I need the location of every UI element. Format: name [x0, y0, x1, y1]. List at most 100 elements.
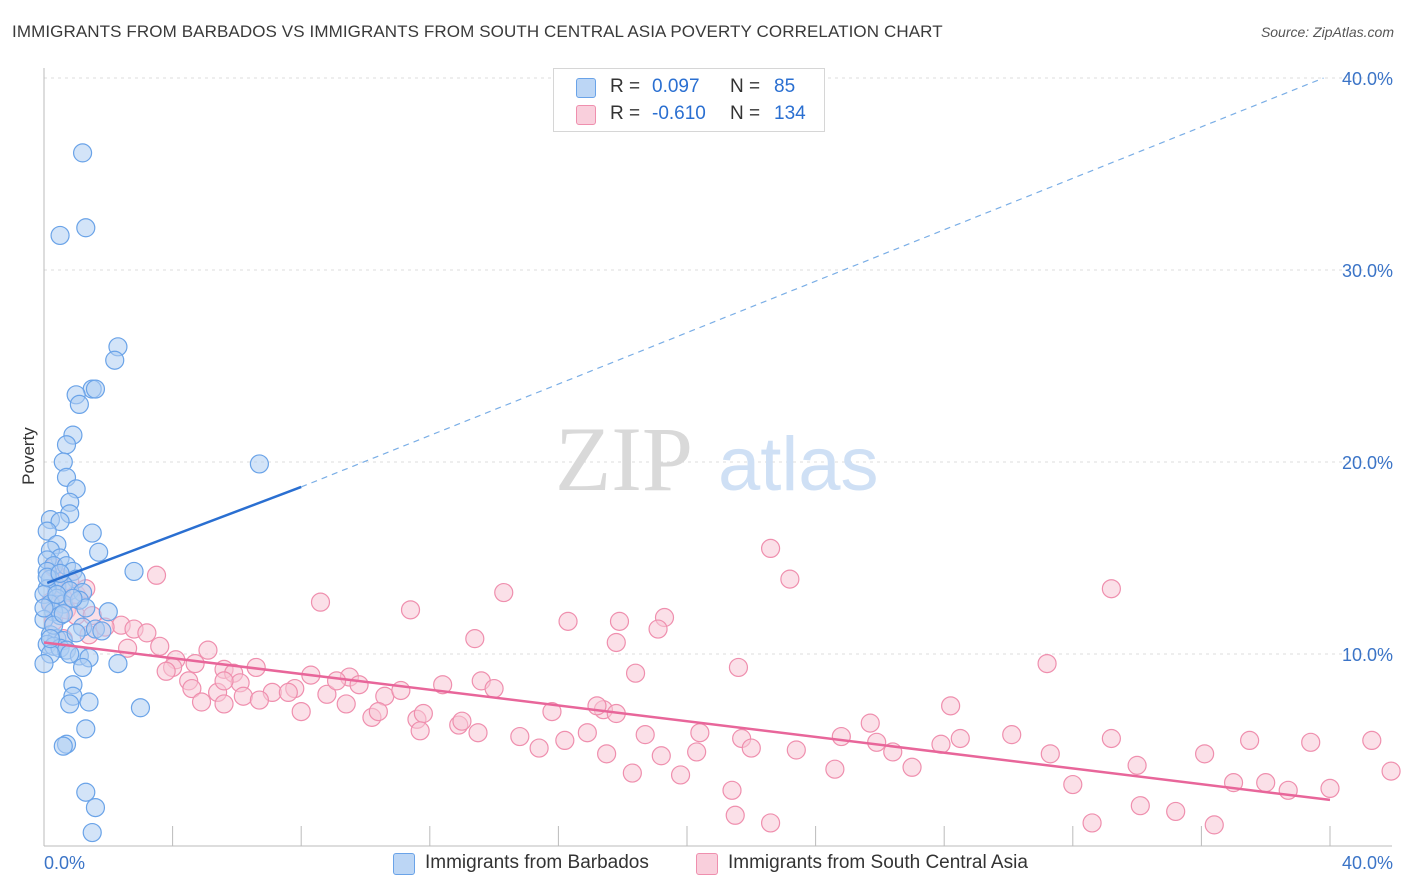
point-south-central-asia: [214, 671, 234, 691]
point-barbados: [124, 561, 144, 582]
point-south-central-asia: [182, 678, 202, 699]
point-south-central-asia: [722, 780, 742, 800]
axes: [43, 68, 1392, 847]
trend-lines: [43, 77, 1331, 802]
point-south-central-asia: [1037, 653, 1057, 674]
point-south-central-asia: [310, 592, 331, 612]
trend-line-barbados: [46, 485, 302, 585]
point-south-central-asia: [648, 619, 668, 639]
point-south-central-asia: [1101, 728, 1121, 749]
trend-line-barbados-extension: [300, 77, 1324, 488]
point-south-central-asia: [1002, 725, 1022, 745]
legend-n-label: N =: [730, 76, 761, 97]
point-barbados: [85, 797, 106, 818]
point-south-central-asia: [336, 694, 356, 714]
point-barbados: [72, 143, 93, 163]
legend-n-label: N =: [730, 103, 761, 124]
point-south-central-asia: [368, 701, 388, 722]
point-south-central-asia: [349, 675, 369, 695]
tick-labels: 10.0% 20.0% 30.0% 40.0% 0.0% 40.0%: [44, 69, 1393, 873]
point-south-central-asia: [670, 765, 691, 785]
point-south-central-asia: [150, 636, 170, 656]
point-south-central-asia: [1240, 730, 1260, 751]
point-south-central-asia: [941, 696, 961, 716]
point-south-central-asia: [725, 805, 745, 825]
point-south-central-asia: [606, 632, 626, 653]
source-credit: Source: ZipAtlas.com: [1260, 24, 1394, 40]
point-south-central-asia: [484, 678, 504, 699]
point-barbados: [79, 692, 99, 712]
y-tick-label: 30.0%: [1342, 261, 1393, 281]
point-barbados: [53, 604, 73, 624]
point-south-central-asia: [577, 723, 597, 743]
legend-r-value: -0.610: [652, 103, 706, 124]
point-barbados: [92, 621, 112, 641]
point-south-central-asia: [651, 746, 671, 766]
y-axis-label: Poverty: [19, 427, 38, 485]
point-barbados: [50, 511, 70, 532]
point-barbados: [249, 454, 270, 474]
point-south-central-asia: [635, 725, 655, 745]
point-barbados: [76, 782, 96, 802]
point-south-central-asia: [831, 726, 851, 747]
point-south-central-asia: [156, 661, 176, 681]
point-south-central-asia: [860, 713, 880, 733]
point-south-central-asia: [433, 675, 453, 695]
point-barbados: [130, 698, 151, 718]
point-barbados: [108, 653, 128, 674]
point-barbados: [89, 542, 109, 562]
point-barbados: [63, 588, 83, 608]
point-south-central-asia: [622, 763, 642, 783]
legend-r-value: 0.097: [652, 76, 700, 97]
point-barbados: [98, 602, 118, 622]
point-south-central-asia: [558, 611, 578, 631]
bottom-swatch-south-central-asia: [696, 853, 718, 875]
series-barbados: [34, 143, 270, 843]
point-south-central-asia: [413, 703, 433, 724]
point-south-central-asia: [825, 759, 845, 779]
legend-r-label: R =: [610, 103, 641, 124]
y-tick-label: 10.0%: [1342, 645, 1393, 665]
point-barbados: [85, 379, 106, 399]
x-tick-label: 40.0%: [1342, 853, 1393, 873]
point-barbados: [50, 563, 70, 583]
bottom-legend-label: Immigrants from Barbados: [425, 852, 649, 873]
point-south-central-asia: [465, 629, 485, 649]
point-south-central-asia: [317, 684, 337, 704]
point-south-central-asia: [780, 569, 800, 589]
point-south-central-asia: [400, 600, 421, 620]
point-south-central-asia: [786, 740, 806, 760]
point-south-central-asia: [597, 744, 617, 764]
point-barbados: [76, 598, 96, 618]
gridlines: [44, 77, 1392, 655]
y-tick-label: 40.0%: [1342, 69, 1393, 89]
point-south-central-asia: [609, 611, 630, 631]
point-south-central-asia: [760, 538, 781, 559]
point-south-central-asia: [146, 565, 167, 585]
point-south-central-asia: [690, 723, 710, 743]
point-south-central-asia: [950, 728, 970, 749]
point-south-central-asia: [1301, 732, 1321, 752]
point-south-central-asia: [529, 738, 549, 758]
watermark-zip: ZIP: [555, 408, 693, 510]
point-south-central-asia: [1256, 773, 1276, 793]
point-south-central-asia: [625, 663, 646, 683]
point-south-central-asia: [1362, 730, 1382, 751]
point-south-central-asia: [728, 657, 749, 678]
point-south-central-asia: [741, 738, 761, 758]
point-south-central-asia: [510, 726, 530, 747]
point-south-central-asia: [1040, 744, 1060, 764]
point-south-central-asia: [1166, 801, 1186, 822]
point-south-central-asia: [760, 813, 781, 833]
point-barbados: [50, 225, 70, 246]
point-south-central-asia: [198, 640, 218, 660]
point-barbados: [69, 394, 89, 414]
point-barbados: [34, 598, 54, 618]
point-barbados: [82, 822, 102, 843]
point-barbados: [47, 584, 67, 605]
point-south-central-asia: [1101, 579, 1121, 599]
point-south-central-asia: [555, 730, 575, 751]
point-barbados: [76, 719, 96, 739]
point-barbados: [60, 694, 80, 714]
